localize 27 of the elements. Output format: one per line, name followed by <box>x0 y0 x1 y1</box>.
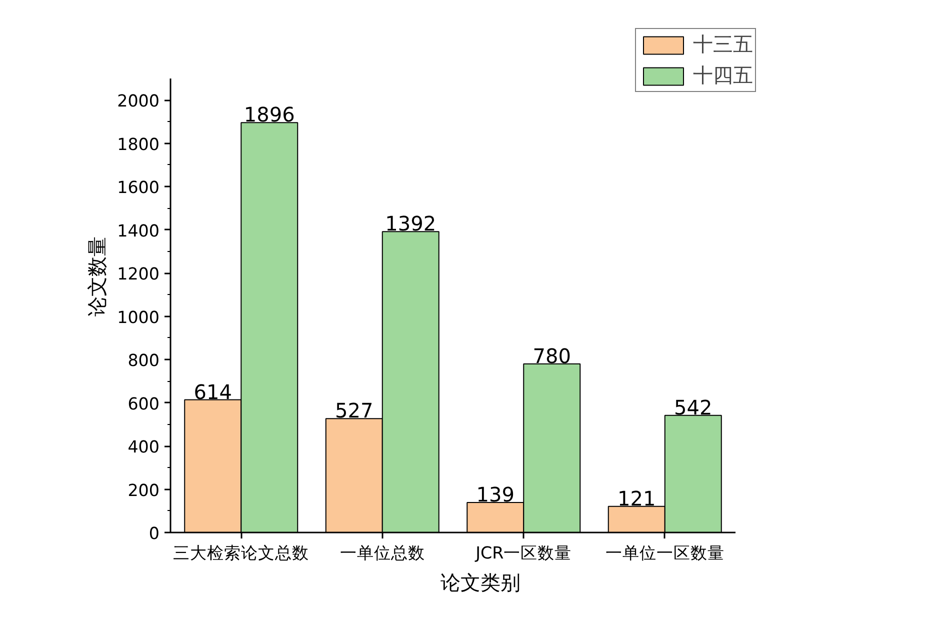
x-tick-label: 一单位总数 <box>340 544 425 562</box>
y-tick-label: 1600 <box>117 178 160 198</box>
x-tick-label: JCR一区数量 <box>474 544 572 562</box>
data-label: 139 <box>476 482 514 506</box>
y-tick-label: 0 <box>148 524 160 543</box>
data-label: 542 <box>674 395 712 420</box>
data-label: 527 <box>335 398 374 423</box>
y-tick-label: 200 <box>128 480 160 500</box>
y-tick-label: 400 <box>128 438 160 457</box>
y-tick-label: 2000 <box>117 92 160 111</box>
x-tick-label: 三大检索论文总数 <box>173 544 310 562</box>
legend-label: 十四五 <box>693 62 753 89</box>
data-label: 1896 <box>244 102 295 127</box>
y-tick-label: 1200 <box>117 264 160 284</box>
data-label: 1392 <box>385 212 436 236</box>
data-label: 121 <box>618 486 656 510</box>
y-tick-label: 800 <box>128 351 160 370</box>
x-tick-label: 一单位一区数量 <box>605 544 724 562</box>
data-label: 614 <box>194 380 232 404</box>
y-tick-label: 1000 <box>117 308 160 327</box>
y-tick-label: 600 <box>128 394 160 414</box>
y-axis-title: 论文数量 <box>85 236 110 316</box>
x-axis-title: 论文类别 <box>440 570 520 594</box>
data-label: 780 <box>532 344 571 368</box>
y-tick-label: 1400 <box>117 221 160 240</box>
legend-label: 十三五 <box>693 31 753 58</box>
y-tick-label: 1800 <box>117 134 160 154</box>
